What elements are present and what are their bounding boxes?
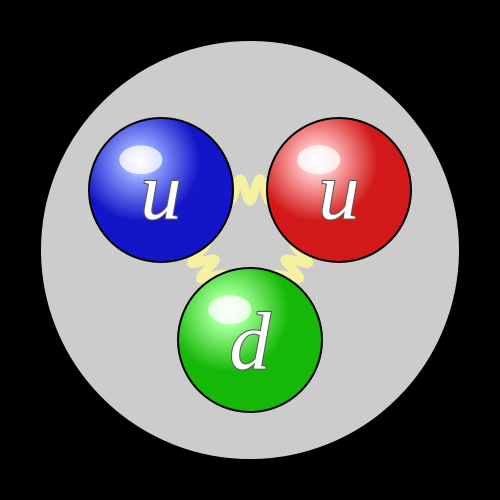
quark-label-up-red: u [319,146,360,237]
quark-label-down-green: d [230,296,272,387]
quark-label-up-blue: u [141,146,182,237]
proton-diagram: u ud [0,0,500,500]
